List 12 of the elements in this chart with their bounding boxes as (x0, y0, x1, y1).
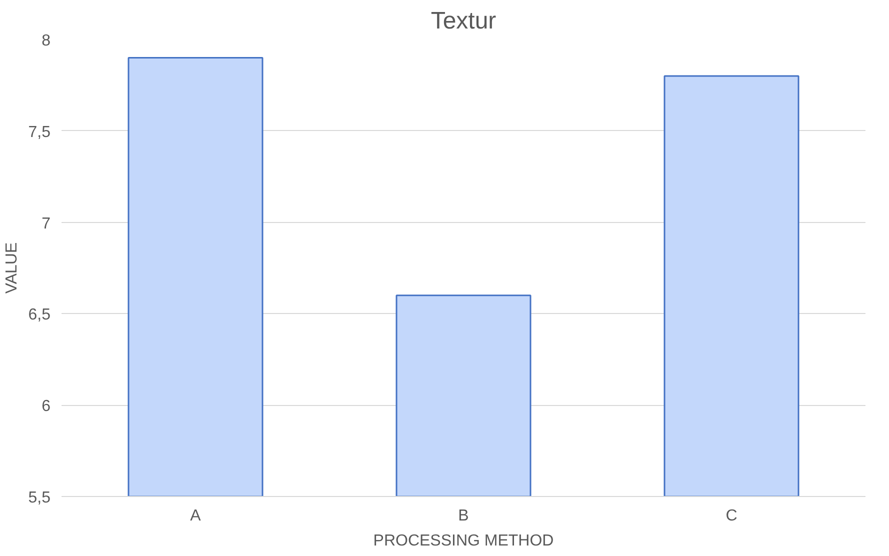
x-tick-label: A (190, 508, 202, 524)
chart-title: Textur (430, 8, 496, 34)
y-axis-title: VALUE (3, 242, 20, 294)
x-tick-label: B (458, 508, 469, 524)
x-axis-title: PROCESSING METHOD (373, 532, 554, 550)
y-tick-label: 6,5 (28, 306, 51, 324)
x-tick-label: C (726, 508, 738, 524)
y-tick-label: 6 (42, 398, 51, 416)
y-tick-label: 5,5 (28, 490, 51, 506)
y-tick-label: 8 (42, 32, 51, 50)
y-tick-label: 7 (42, 215, 51, 232)
y-tick-label: 7,5 (28, 124, 51, 141)
